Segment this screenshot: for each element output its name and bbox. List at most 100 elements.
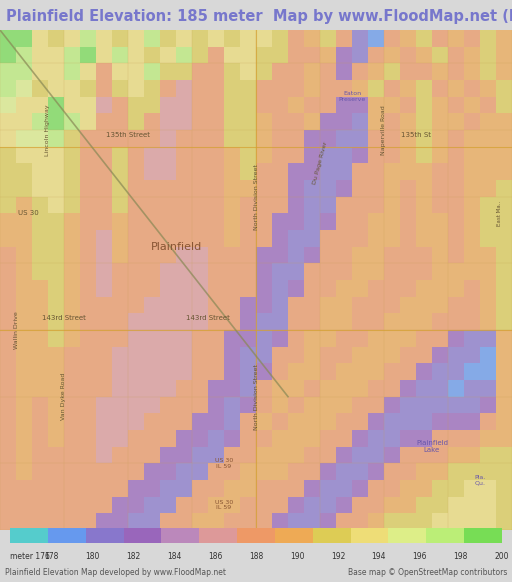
Bar	[256, 446, 272, 463]
Bar	[288, 164, 304, 180]
Bar	[112, 30, 128, 47]
Bar	[432, 463, 448, 480]
Bar	[32, 197, 48, 214]
Bar	[313, 528, 351, 544]
Bar	[400, 63, 416, 80]
Bar	[496, 147, 512, 164]
Bar	[240, 263, 256, 280]
Bar	[320, 197, 336, 214]
Bar	[0, 446, 16, 463]
Bar	[352, 180, 368, 197]
Bar	[304, 80, 320, 97]
Bar	[208, 97, 224, 113]
Bar	[288, 263, 304, 280]
Bar	[96, 430, 112, 446]
Bar	[352, 164, 368, 180]
Bar	[432, 247, 448, 263]
Bar	[144, 513, 160, 530]
Bar	[368, 330, 384, 347]
Bar	[320, 80, 336, 97]
Bar	[400, 30, 416, 47]
Bar	[384, 47, 400, 63]
Bar	[128, 230, 144, 247]
Bar	[448, 47, 464, 63]
Bar	[464, 47, 480, 63]
Bar	[240, 430, 256, 446]
Bar	[288, 247, 304, 263]
Bar	[64, 413, 80, 430]
Bar	[336, 430, 352, 446]
Bar	[480, 197, 496, 214]
Bar	[64, 263, 80, 280]
Bar	[64, 180, 80, 197]
Bar	[304, 47, 320, 63]
Bar	[48, 528, 86, 544]
Bar	[0, 263, 16, 280]
Bar	[496, 313, 512, 330]
Bar	[224, 197, 240, 214]
Text: North Division Street: North Division Street	[253, 164, 259, 230]
Bar	[448, 180, 464, 197]
Bar	[384, 446, 400, 463]
Bar	[16, 430, 32, 446]
Text: Van Dyke Road: Van Dyke Road	[61, 373, 67, 420]
Bar	[48, 214, 64, 230]
Bar	[224, 263, 240, 280]
Bar	[416, 47, 432, 63]
Bar	[432, 63, 448, 80]
Bar	[0, 164, 16, 180]
Bar	[32, 247, 48, 263]
Bar	[160, 330, 176, 347]
Bar	[144, 30, 160, 47]
Bar	[256, 397, 272, 413]
Bar	[160, 47, 176, 63]
Bar	[80, 430, 96, 446]
Text: North Division Street: North Division Street	[253, 364, 259, 430]
Bar	[448, 313, 464, 330]
Bar	[176, 363, 192, 380]
Bar	[80, 197, 96, 214]
Bar	[128, 247, 144, 263]
Bar	[256, 280, 272, 297]
Bar	[448, 130, 464, 147]
Bar	[336, 164, 352, 180]
Bar	[192, 380, 208, 397]
Bar	[16, 446, 32, 463]
Bar	[336, 147, 352, 164]
Bar	[224, 280, 240, 297]
Bar	[288, 47, 304, 63]
Bar	[496, 80, 512, 97]
Bar	[144, 263, 160, 280]
Bar	[304, 97, 320, 113]
Bar	[368, 130, 384, 147]
Bar	[448, 463, 464, 480]
Bar	[240, 214, 256, 230]
Bar	[96, 347, 112, 363]
Bar	[272, 113, 288, 130]
Bar	[416, 446, 432, 463]
Bar	[320, 230, 336, 247]
Bar	[256, 263, 272, 280]
Bar	[480, 280, 496, 297]
Bar	[272, 397, 288, 413]
Bar	[256, 496, 272, 513]
Bar	[368, 63, 384, 80]
Bar	[352, 147, 368, 164]
Bar	[0, 280, 16, 297]
Bar	[272, 496, 288, 513]
Bar	[0, 330, 16, 347]
Bar	[400, 496, 416, 513]
Bar	[464, 446, 480, 463]
Bar	[288, 496, 304, 513]
Bar	[416, 130, 432, 147]
Bar	[448, 480, 464, 496]
Bar	[448, 280, 464, 297]
Bar	[288, 397, 304, 413]
Bar	[144, 164, 160, 180]
Bar	[384, 480, 400, 496]
Bar	[416, 164, 432, 180]
Bar	[48, 113, 64, 130]
Bar	[496, 63, 512, 80]
Bar	[448, 430, 464, 446]
Bar	[272, 47, 288, 63]
